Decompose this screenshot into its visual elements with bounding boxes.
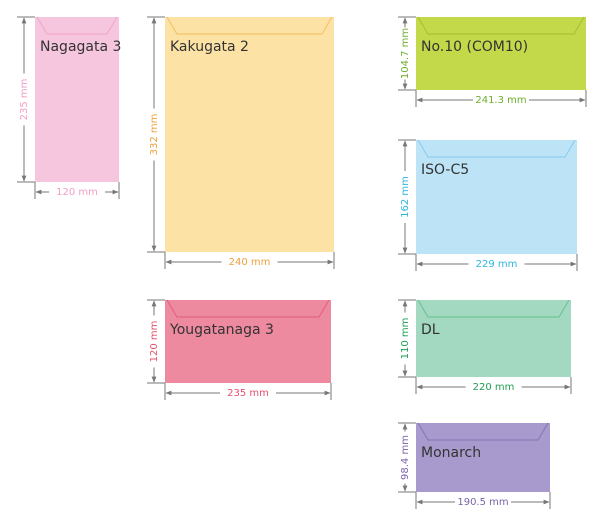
dim-label-bg (148, 108, 160, 161)
envelope: Kakugata 2 332 mm 240 mm (147, 16, 335, 269)
height-label: 162 mm (400, 176, 411, 218)
width-label: 240 mm (229, 257, 271, 268)
dim-label-bg (468, 258, 525, 270)
envelope-body (165, 300, 331, 383)
envelope: No.10 (COM10) 104.7 mm 241.3 mm (398, 16, 587, 107)
envelope-name: Monarch (421, 445, 481, 461)
envelope-flap (417, 139, 576, 158)
width-label: 120 mm (56, 187, 98, 198)
envelope-name: Kakugata 2 (170, 39, 249, 55)
envelope: Nagagata 3 235 mm 120 mm (17, 16, 121, 199)
envelope-body (165, 17, 334, 252)
height-label: 120 mm (149, 321, 160, 363)
envelope-name: Yougatanaga 3 (169, 322, 274, 338)
envelope-flap (166, 16, 333, 35)
dim-label-bg (49, 186, 105, 198)
envelope: Monarch 98.4 mm 190.5 mm (398, 422, 551, 509)
dim-label-bg (455, 496, 511, 508)
height-label: 110 mm (400, 318, 411, 360)
envelope-name: ISO-C5 (421, 162, 469, 178)
width-label: 229 mm (476, 259, 518, 270)
height-label: 235 mm (19, 79, 30, 121)
envelope-body (416, 300, 571, 377)
dim-label-bg (399, 171, 411, 223)
envelope: Yougatanaga 3 120 mm 235 mm (147, 299, 332, 400)
envelope-body (35, 17, 119, 182)
dim-label-bg (220, 387, 276, 399)
height-label: 332 mm (149, 114, 160, 156)
width-label: 241.3 mm (475, 95, 526, 106)
envelope-body (416, 423, 550, 492)
envelope: DL 110 mm 220 mm (398, 299, 572, 394)
dim-label-bg (399, 312, 411, 365)
dim-label-bg (465, 381, 522, 393)
dim-label-bg (148, 315, 160, 368)
dim-label-bg (18, 73, 30, 126)
height-label: 98.4 mm (400, 435, 411, 480)
envelope-flap (36, 16, 118, 35)
dim-label-bg (399, 27, 411, 80)
envelope: ISO-C5 162 mm 229 mm (398, 139, 578, 271)
height-label: 104.7 mm (400, 28, 411, 79)
envelope-flap (166, 299, 330, 318)
envelope-name: Nagagata 3 (40, 39, 121, 55)
envelope-name: DL (421, 322, 440, 338)
envelope-body (416, 140, 577, 254)
envelope-flap (417, 299, 570, 318)
envelope-name: No.10 (COM10) (421, 39, 528, 55)
width-label: 235 mm (227, 388, 269, 399)
dim-label-bg (221, 256, 278, 268)
dim-label-bg (473, 94, 529, 106)
width-label: 220 mm (473, 382, 515, 393)
width-label: 190.5 mm (457, 497, 508, 508)
envelope-flap (417, 422, 549, 441)
envelope-flap (417, 16, 585, 35)
envelope-body (416, 17, 586, 90)
dim-label-bg (399, 431, 411, 484)
